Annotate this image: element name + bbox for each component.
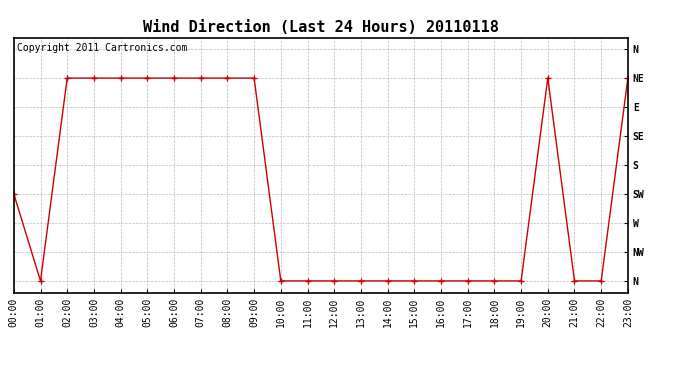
Text: Copyright 2011 Cartronics.com: Copyright 2011 Cartronics.com <box>17 43 187 52</box>
Title: Wind Direction (Last 24 Hours) 20110118: Wind Direction (Last 24 Hours) 20110118 <box>143 20 499 35</box>
